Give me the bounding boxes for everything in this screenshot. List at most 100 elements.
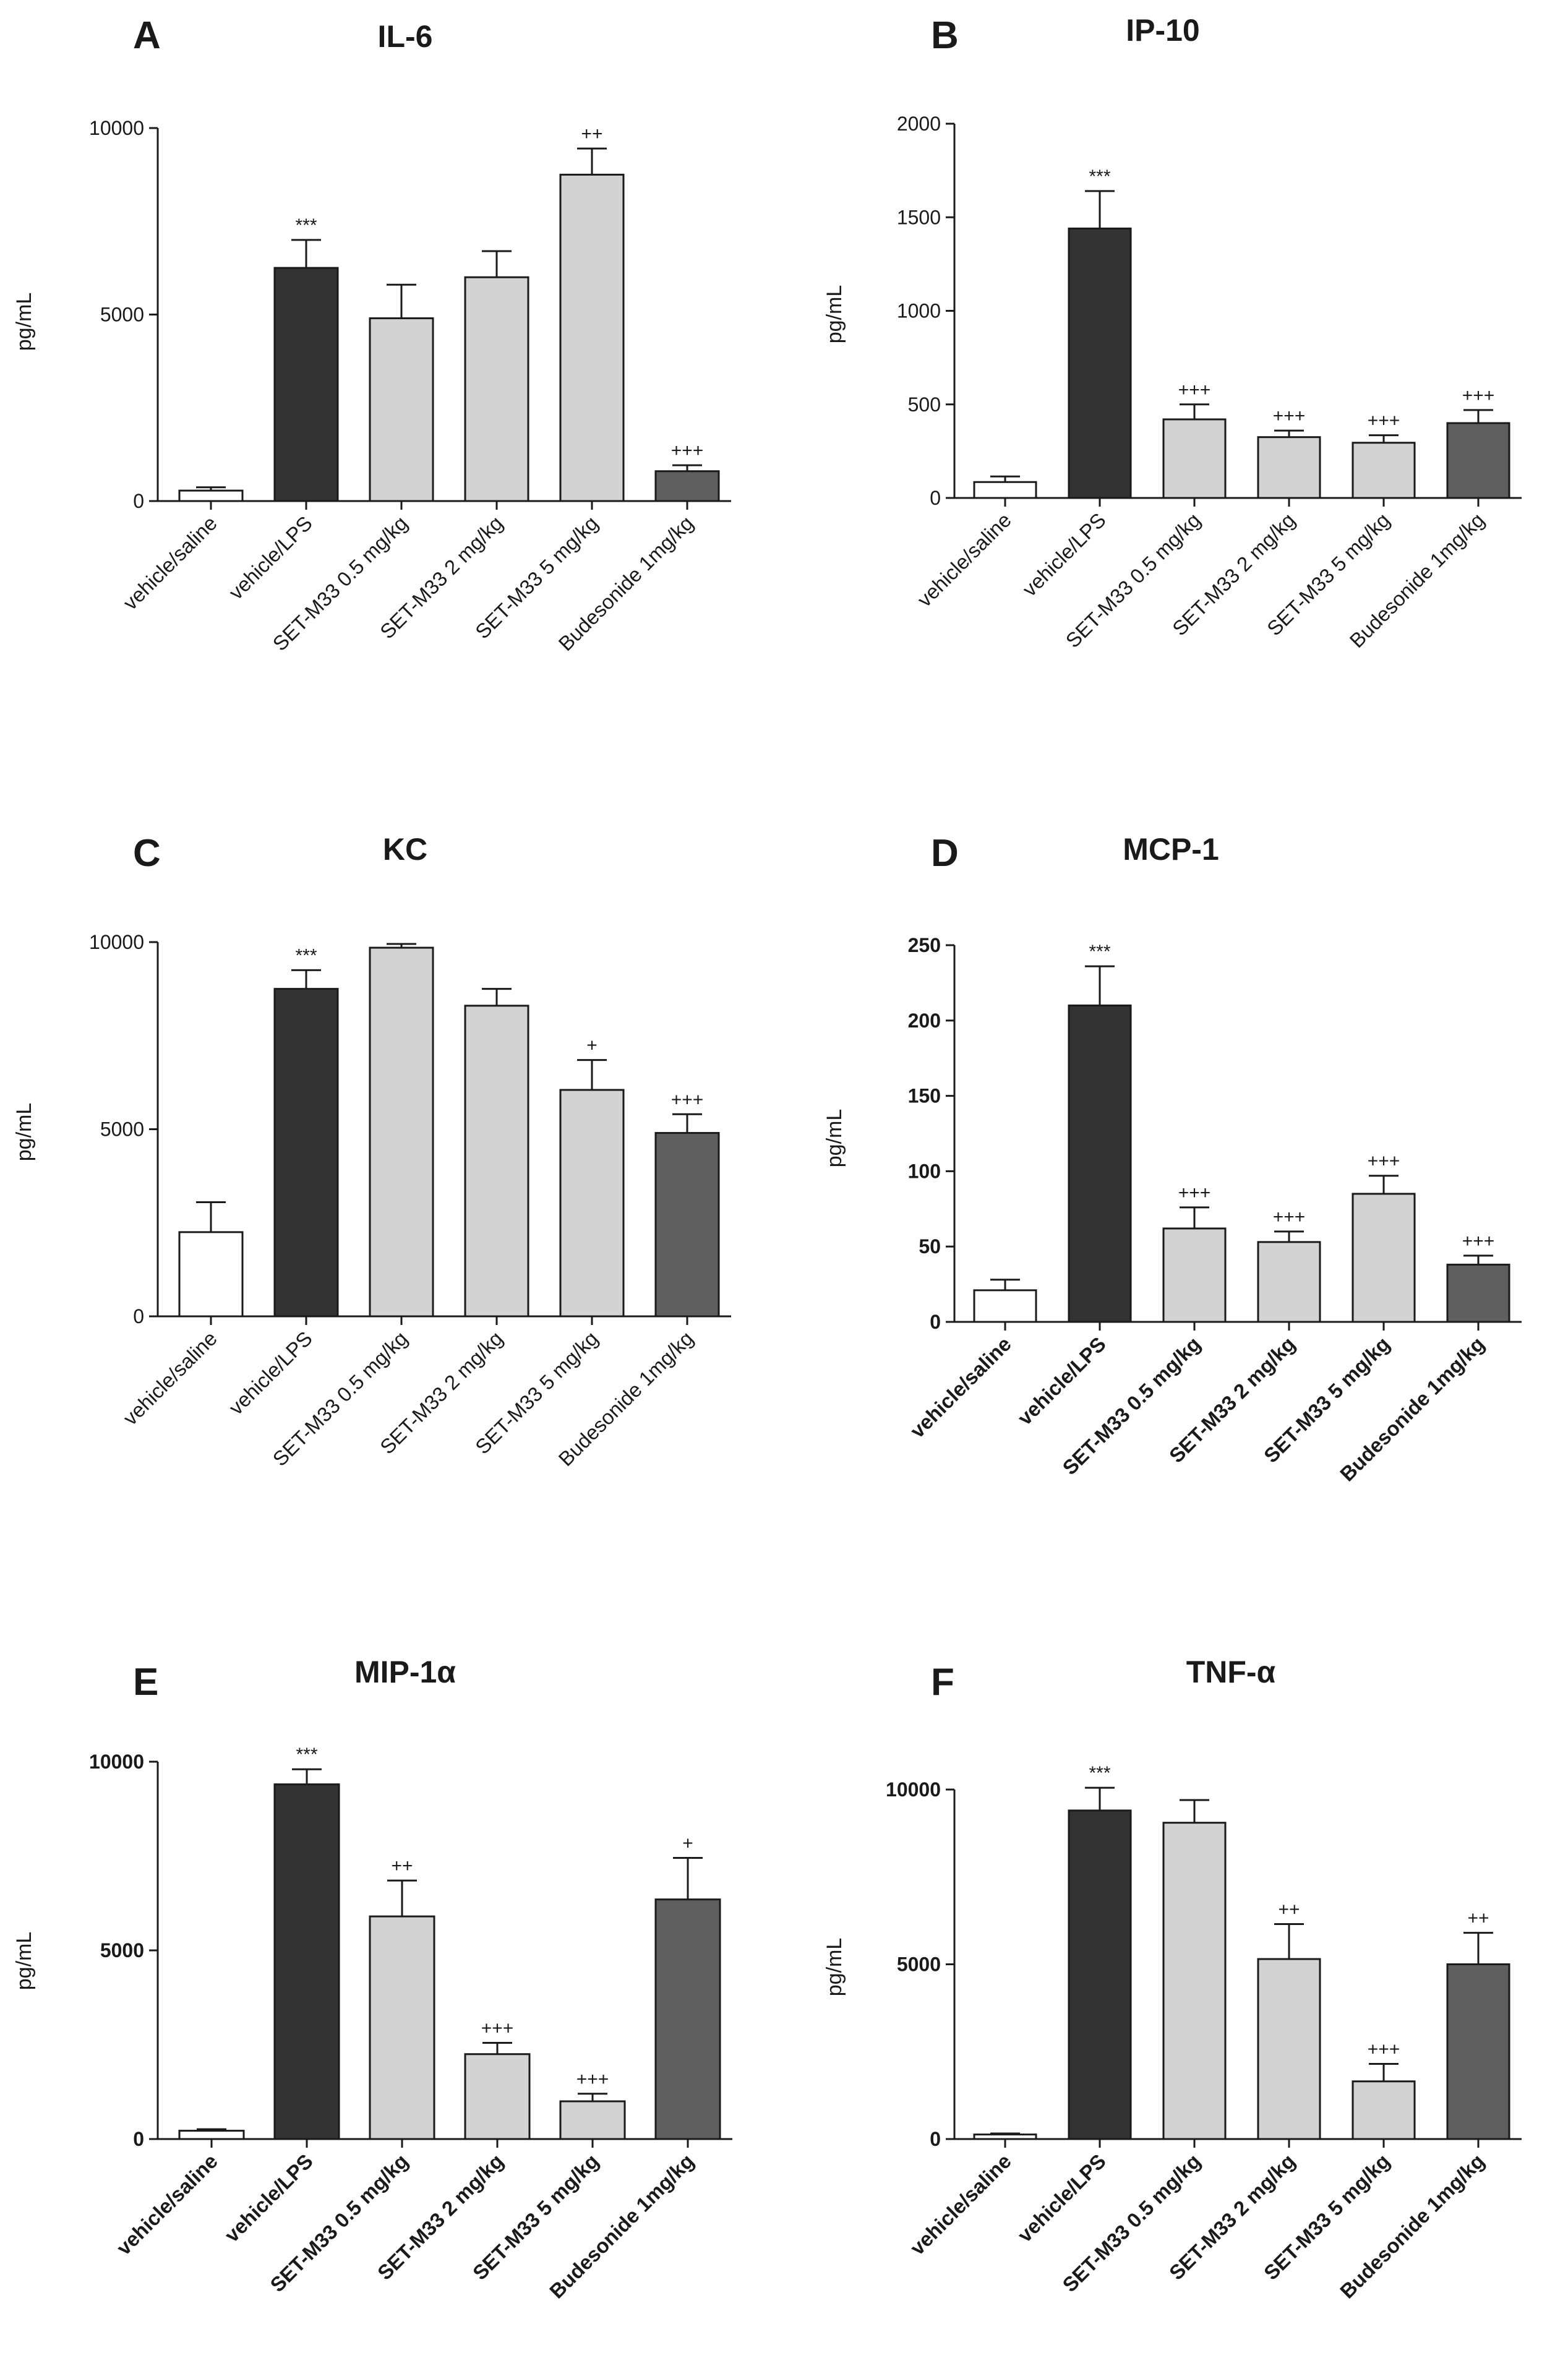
bar (559, 2100, 626, 2140)
x-tick-label: vehicle/saline (913, 508, 1016, 611)
y-tick-label: 0 (133, 490, 144, 512)
y-axis-label: pg/mL (823, 285, 846, 344)
y-tick-label: 200 (908, 1010, 941, 1032)
bar (654, 1898, 721, 2140)
y-axis-label: pg/mL (12, 1932, 36, 1991)
y-tick-label: 10000 (89, 1751, 144, 1773)
significance-label: +++ (1368, 411, 1400, 431)
significance-label: +++ (576, 2069, 609, 2090)
panel-letter: A (133, 14, 161, 57)
bar (464, 2053, 531, 2140)
bar (273, 1783, 340, 2140)
y-tick-label: 1000 (897, 300, 941, 322)
y-tick-label: 50 (919, 1235, 941, 1258)
x-tick-label: vehicle/saline (119, 1327, 221, 1430)
panel-e: E MIP-1α pg/mL 0 5000 10000 vehicle/saline *** v… (12, 1655, 732, 2303)
bar (273, 988, 339, 1318)
significance-label: +++ (1368, 2039, 1400, 2060)
bar (973, 481, 1037, 499)
y-tick-label: 5000 (100, 1939, 144, 1962)
significance-label: ++ (1467, 1908, 1489, 1929)
bar (1352, 2080, 1416, 2140)
y-tick-label: 10000 (89, 117, 144, 139)
y-axis-label: pg/mL (823, 1109, 846, 1168)
x-tick-label: vehicle/LPS (225, 512, 317, 604)
significance-label: *** (296, 1744, 317, 1765)
x-tick-label: vehicle/LPS (220, 2150, 317, 2247)
y-tick-label: 5000 (897, 1953, 941, 1976)
y-tick-label: 10000 (886, 1778, 941, 1801)
bar (1446, 1963, 1510, 2140)
panel-c: C KC pg/mL 0 5000 10000 vehicle/saline *** vehic… (12, 832, 731, 1470)
bar (273, 267, 339, 502)
bar (1257, 436, 1321, 499)
y-tick-label: 1500 (897, 206, 941, 228)
bar (369, 317, 434, 502)
significance-label: +++ (671, 1089, 704, 1110)
bar (1068, 227, 1132, 499)
panel-title: IP-10 (1126, 13, 1200, 48)
bar (1068, 1004, 1132, 1323)
bar (973, 1289, 1037, 1323)
y-tick-label: 10000 (89, 931, 144, 953)
panel-title: TNF-α (1186, 1655, 1276, 1689)
y-tick-label: 5000 (100, 304, 144, 326)
bar (1257, 1241, 1321, 1323)
significance-label: ++ (391, 1856, 413, 1876)
bar (1162, 1227, 1227, 1323)
bar (1162, 1822, 1227, 2140)
x-tick-label: vehicle/LPS (1018, 508, 1110, 601)
bar (1352, 442, 1416, 499)
significance-label: + (682, 1833, 693, 1854)
panel-b: B IP-10 pg/mL 0 500 1000 1500 2000 vehicle/salin… (823, 13, 1522, 652)
bar (1162, 418, 1227, 499)
x-tick-label: vehicle/saline (112, 2150, 222, 2260)
significance-label: ++ (1278, 1900, 1300, 1920)
significance-label: *** (1089, 166, 1110, 187)
bar (178, 2130, 245, 2140)
y-tick-label: 2000 (897, 113, 941, 135)
bar (559, 1089, 625, 1318)
panel-letter: C (133, 832, 161, 875)
bar (1257, 1958, 1321, 2140)
significance-label: +++ (1368, 1151, 1400, 1172)
bar (464, 1005, 529, 1318)
bar (369, 946, 434, 1318)
y-tick-label: 0 (133, 2128, 144, 2150)
x-tick-label: vehicle/saline (906, 2150, 1016, 2260)
bar (654, 470, 720, 502)
panel-letter: E (133, 1661, 158, 1704)
panel-letter: D (931, 832, 959, 875)
y-tick-label: 0 (133, 1305, 144, 1327)
bar (369, 1915, 435, 2140)
significance-label: +++ (1462, 1231, 1495, 1251)
bar (973, 2133, 1037, 2140)
significance-label: +++ (1273, 1207, 1306, 1227)
y-tick-label: 5000 (100, 1118, 144, 1141)
bar (654, 1132, 720, 1318)
panel-title: IL-6 (378, 19, 433, 54)
panel-title: MCP-1 (1123, 832, 1219, 867)
significance-label: + (586, 1035, 598, 1056)
bar (1352, 1193, 1416, 1323)
bar (1446, 422, 1510, 499)
panel-letter: F (931, 1661, 954, 1704)
panel-title: KC (383, 832, 427, 867)
x-tick-label: vehicle/LPS (225, 1327, 317, 1419)
y-tick-label: 0 (930, 2128, 941, 2150)
significance-label: +++ (1462, 385, 1495, 406)
significance-label: *** (1089, 941, 1110, 962)
bar (1446, 1263, 1510, 1323)
panel-title: MIP-1α (354, 1655, 456, 1689)
significance-label: +++ (481, 2018, 514, 2038)
panel-d: D MCP-1 pg/mL 0 50 100 150 200 250 vehicle/saline… (823, 832, 1522, 1486)
x-tick-label: vehicle/LPS (1013, 1332, 1110, 1430)
significance-label: *** (295, 945, 317, 966)
panel-letter: B (931, 14, 959, 57)
y-axis-label: pg/mL (12, 1103, 36, 1162)
significance-label: +++ (1273, 406, 1306, 426)
panel-f: F TNF-α pg/mL 0 5000 10000 vehicle/saline *** ve… (823, 1655, 1522, 2303)
y-axis-label: pg/mL (823, 1938, 846, 1997)
x-tick-label: vehicle/LPS (1013, 2150, 1110, 2247)
